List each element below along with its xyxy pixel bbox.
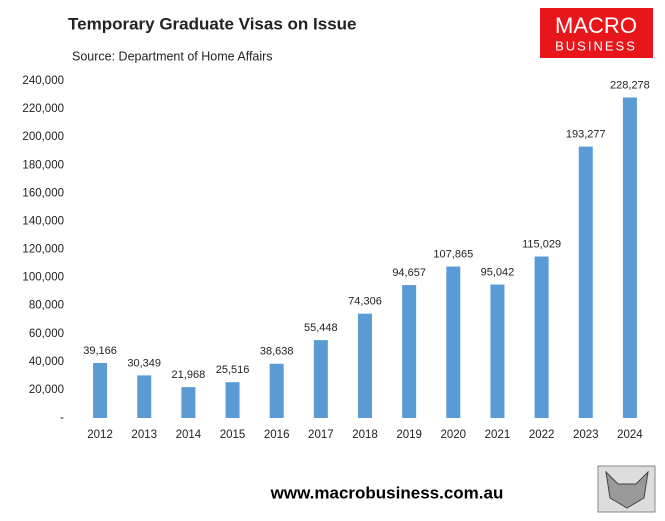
x-tick-label: 2015: [220, 429, 246, 441]
logo-top: MACRO: [555, 13, 637, 38]
x-tick-label: 2017: [308, 429, 334, 441]
x-tick-label: 2014: [176, 429, 202, 441]
x-tick-label: 2012: [87, 429, 113, 441]
y-tick-label: 140,000: [22, 215, 64, 227]
bar: [622, 97, 637, 418]
y-tick-label: 40,000: [29, 356, 64, 368]
y-tick-label: -: [60, 412, 64, 424]
y-tick-label: 240,000: [22, 75, 64, 87]
y-tick-label: 180,000: [22, 159, 64, 171]
footer-url: www.macrobusiness.com.au: [270, 483, 504, 502]
y-tick-label: 60,000: [29, 328, 64, 340]
y-tick-label: 200,000: [22, 131, 64, 143]
x-tick-label: 2023: [573, 429, 599, 441]
y-tick-label: 160,000: [22, 187, 64, 199]
x-tick-label: 2018: [352, 429, 378, 441]
value-label: 94,657: [392, 267, 426, 279]
value-label: 74,306: [348, 296, 382, 308]
x-tick-label: 2016: [264, 429, 290, 441]
value-label: 39,166: [83, 345, 117, 357]
y-tick-label: 120,000: [22, 244, 64, 256]
x-tick-label: 2020: [441, 429, 467, 441]
y-tick-label: 220,000: [22, 103, 64, 115]
bar: [358, 313, 372, 418]
x-tick-label: 2024: [617, 429, 643, 441]
x-tick-label: 2021: [485, 429, 511, 441]
value-label: 95,042: [481, 266, 515, 278]
value-label: 55,448: [304, 322, 338, 334]
value-label: 228,278: [610, 79, 650, 91]
bar: [490, 284, 505, 418]
bar: [93, 363, 108, 418]
y-tick-label: 100,000: [22, 272, 64, 284]
bar: [137, 375, 152, 418]
bar: [446, 266, 461, 418]
x-tick-label: 2019: [396, 429, 422, 441]
logo-bottom: BUSINESS: [555, 38, 637, 53]
value-label: 30,349: [127, 357, 161, 369]
bar: [313, 340, 328, 418]
value-label: 38,638: [260, 346, 294, 358]
value-label: 25,516: [216, 364, 250, 376]
logo-box: [540, 8, 653, 58]
bar: [225, 382, 240, 418]
value-label: 193,277: [566, 129, 606, 141]
y-tick-label: 20,000: [29, 384, 64, 396]
value-label: 107,865: [433, 248, 473, 260]
wolf-face: [605, 470, 649, 509]
bar: [578, 146, 593, 418]
value-label: 21,968: [172, 369, 206, 381]
bar: [181, 387, 196, 418]
chart-title: Temporary Graduate Visas on Issue: [68, 14, 357, 33]
value-label: 115,029: [522, 238, 561, 250]
x-tick-label: 2022: [529, 429, 555, 441]
chart-subtitle: Source: Department of Home Affairs: [72, 49, 273, 63]
bar: [269, 363, 284, 418]
y-tick-label: 80,000: [29, 300, 64, 312]
x-tick-label: 2013: [131, 429, 157, 441]
bar: [534, 256, 549, 418]
bar: [402, 285, 417, 418]
